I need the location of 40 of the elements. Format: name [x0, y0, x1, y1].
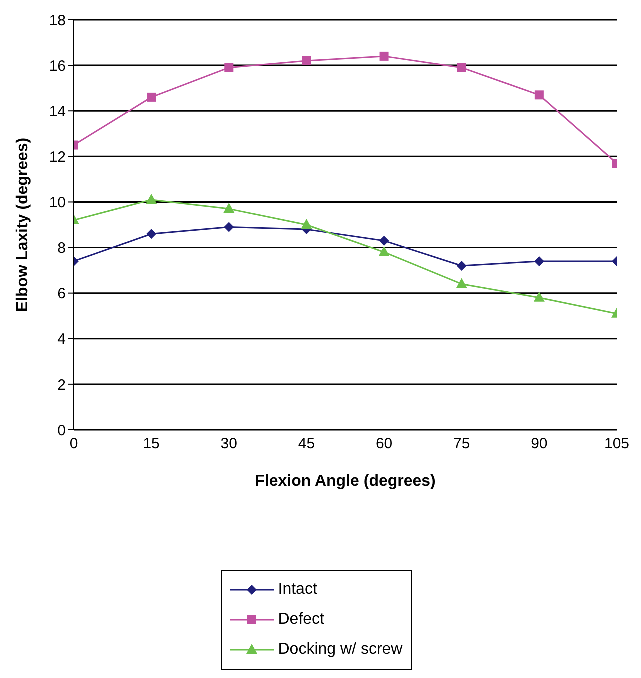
point — [147, 92, 156, 102]
y-tick-label: 4 — [58, 331, 66, 348]
point — [146, 194, 158, 204]
x-tick-label: 30 — [220, 436, 238, 453]
point — [224, 222, 234, 232]
point — [379, 236, 390, 246]
point — [534, 90, 544, 100]
x-tick-label: 45 — [298, 436, 316, 453]
y-tick-label: 6 — [58, 286, 66, 303]
legend-label: Defect — [278, 611, 324, 629]
y-tick-label: 14 — [49, 103, 66, 120]
point — [380, 52, 389, 61]
point — [457, 63, 466, 72]
x-tick-label: 60 — [376, 436, 393, 453]
y-tick-label: 16 — [49, 58, 66, 75]
point — [534, 256, 544, 266]
point — [378, 246, 390, 256]
y-tick-label: 18 — [49, 12, 66, 30]
y-tick-label: 0 — [58, 422, 66, 440]
y-tick-label: 12 — [49, 148, 66, 166]
point — [301, 219, 312, 229]
point — [224, 203, 235, 214]
point — [224, 63, 234, 72]
point — [456, 261, 467, 271]
x-tick-label: 75 — [454, 436, 470, 453]
point — [146, 229, 157, 240]
x-axis-title: Flexion Angle (degrees) — [255, 473, 436, 490]
y-tick-label: 2 — [58, 376, 66, 394]
point — [302, 56, 312, 66]
legend-label: Intact — [278, 581, 318, 599]
y-axis-title: Elbow Laxity (degrees) — [14, 138, 32, 312]
x-tick-label: 105 — [604, 436, 630, 453]
x-tick-label: 0 — [70, 436, 78, 453]
x-tick-label: 15 — [143, 436, 160, 453]
y-tick-label: 8 — [58, 240, 66, 258]
y-tick-label: 10 — [49, 194, 66, 212]
point — [534, 292, 545, 302]
x-tick-label: 90 — [531, 436, 548, 453]
point — [456, 278, 468, 288]
legend-label: Docking w/ screw — [278, 641, 403, 659]
